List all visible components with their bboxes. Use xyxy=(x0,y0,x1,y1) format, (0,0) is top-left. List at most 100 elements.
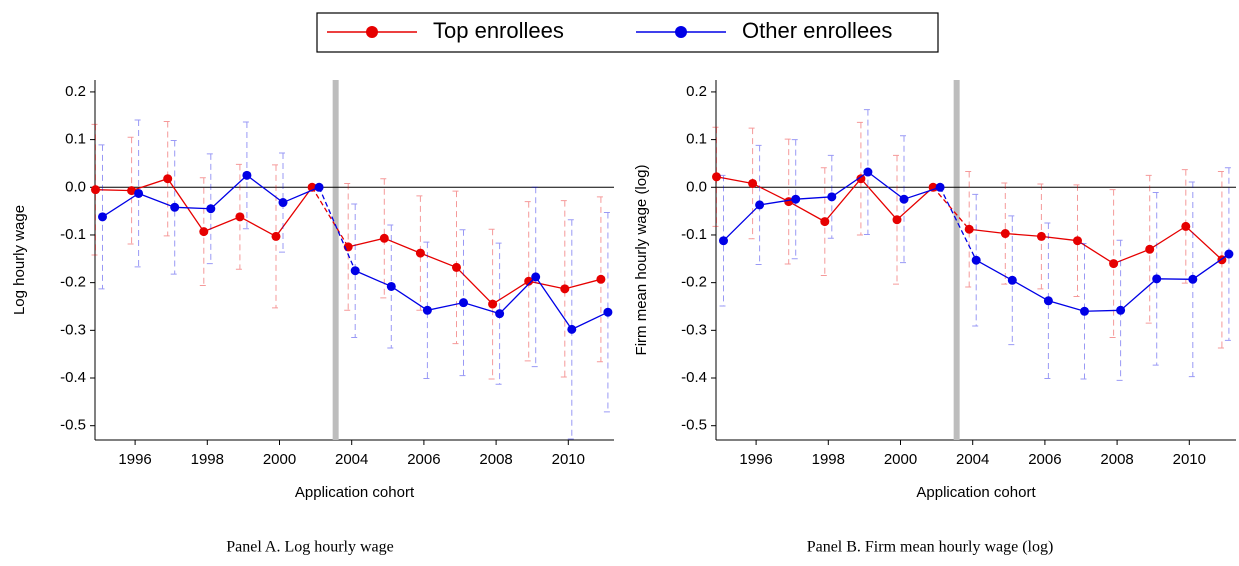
marker xyxy=(314,182,324,192)
y-axis-label: Firm mean hourly wage (log) xyxy=(633,165,650,356)
x-tick-label: 2004 xyxy=(335,451,368,468)
marker xyxy=(755,200,765,210)
marker xyxy=(206,204,216,214)
marker xyxy=(560,284,570,294)
marker xyxy=(712,172,721,182)
x-tick-label: 2000 xyxy=(263,451,296,468)
marker xyxy=(422,305,432,315)
x-tick-label: 2010 xyxy=(552,451,585,468)
break-connector xyxy=(318,187,356,271)
error-bar xyxy=(603,212,612,413)
marker xyxy=(596,274,606,284)
marker xyxy=(856,174,866,184)
y-tick-label: -0.1 xyxy=(60,226,86,243)
marker xyxy=(278,198,288,208)
marker xyxy=(1007,275,1017,285)
error-bar xyxy=(524,201,533,362)
marker xyxy=(91,185,100,195)
error-bar xyxy=(163,120,172,237)
legend-box xyxy=(316,12,939,53)
marker xyxy=(199,227,209,237)
y-tick-label: 0.1 xyxy=(686,131,707,148)
error-bar xyxy=(1181,169,1190,284)
marker xyxy=(1188,274,1198,284)
error-bar xyxy=(567,219,576,440)
y-tick-label: -0.3 xyxy=(681,321,707,338)
x-tick-label: 2004 xyxy=(956,451,989,468)
marker xyxy=(235,212,245,222)
marker xyxy=(1073,236,1082,246)
y-tick-label: 0.2 xyxy=(65,83,86,100)
break-connector xyxy=(932,186,970,230)
error-bar xyxy=(965,171,974,288)
marker xyxy=(935,182,945,192)
x-axis-label: Application cohort xyxy=(295,484,415,501)
marker xyxy=(1080,306,1089,316)
error-bar xyxy=(712,126,721,227)
legend-marker xyxy=(366,26,378,38)
marker xyxy=(899,194,909,204)
marker xyxy=(98,212,107,222)
y-axis-label: Log hourly wage xyxy=(11,205,28,315)
x-tick-label: 2008 xyxy=(479,451,512,468)
y-tick-label: -0.2 xyxy=(60,274,86,291)
marker xyxy=(827,192,837,202)
error-bar xyxy=(351,203,360,338)
error-bar xyxy=(416,195,425,311)
marker xyxy=(170,202,180,212)
error-bar xyxy=(1080,243,1089,380)
x-tick-label: 1996 xyxy=(739,451,772,468)
error-bar xyxy=(1217,171,1226,349)
marker xyxy=(531,272,541,282)
marker xyxy=(350,266,360,276)
series-line xyxy=(348,237,602,305)
error-bar xyxy=(380,178,389,299)
marker xyxy=(127,186,137,196)
marker xyxy=(791,194,801,204)
marker xyxy=(964,224,974,234)
y-tick-label: -0.1 xyxy=(681,226,707,243)
x-tick-label: 2006 xyxy=(1028,451,1061,468)
y-tick-label: 0.0 xyxy=(65,178,86,195)
marker xyxy=(1116,305,1126,315)
x-tick-label: 1998 xyxy=(191,451,224,468)
y-tick-label: -0.2 xyxy=(681,274,707,291)
x-tick-label: 2000 xyxy=(884,451,917,468)
error-bar xyxy=(755,144,764,266)
legend-label: Other enrollees xyxy=(742,18,892,43)
marker xyxy=(488,299,498,309)
error-bar xyxy=(1188,181,1197,378)
series-line xyxy=(969,225,1223,265)
x-tick-label: 2008 xyxy=(1100,451,1133,468)
y-tick-label: -0.5 xyxy=(60,417,86,434)
marker xyxy=(603,307,613,317)
marker xyxy=(719,236,728,246)
x-tick-label: 2006 xyxy=(407,451,440,468)
x-tick-label: 1996 xyxy=(118,451,151,468)
y-tick-label: 0.0 xyxy=(686,178,707,195)
legend-marker xyxy=(675,26,687,38)
marker xyxy=(379,233,389,243)
x-axis-label: Application cohort xyxy=(916,484,1036,501)
marker xyxy=(134,188,144,198)
break-connector xyxy=(311,186,349,248)
marker xyxy=(748,178,758,188)
marker xyxy=(242,170,252,180)
marker xyxy=(452,262,461,272)
y-tick-label: -0.3 xyxy=(60,321,86,338)
break-connector xyxy=(939,186,977,261)
break-band xyxy=(332,80,339,440)
error-bar xyxy=(1224,167,1233,341)
panel-caption: Panel A. Log hourly wage xyxy=(226,539,394,556)
error-bar xyxy=(279,152,287,253)
error-bar xyxy=(452,190,461,345)
marker xyxy=(1152,274,1162,284)
marker xyxy=(1043,296,1053,306)
marker xyxy=(415,248,425,258)
series-line xyxy=(975,253,1230,312)
y-tick-label: -0.4 xyxy=(681,369,707,386)
marker xyxy=(1109,259,1119,269)
error-bar xyxy=(856,121,865,236)
error-bar xyxy=(1152,192,1161,366)
